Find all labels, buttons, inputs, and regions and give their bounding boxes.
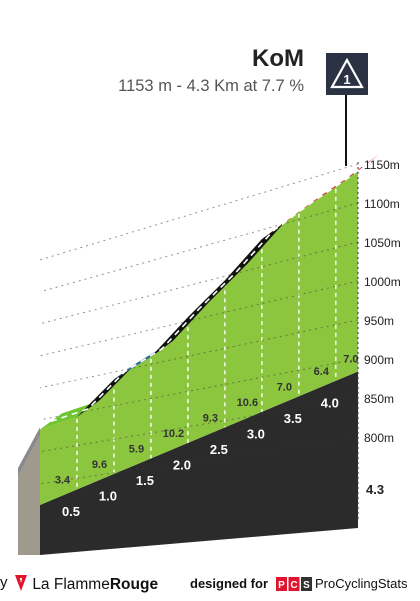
road-segment <box>187 264 247 318</box>
category-badge-number: 1 <box>343 72 350 87</box>
gradient-label: 6.4 <box>314 366 330 378</box>
pcs-logo-icon[interactable]: P C S <box>276 577 312 591</box>
km-marker-label: 2.5 <box>210 442 228 457</box>
pcs-letter-c: C <box>290 580 297 591</box>
gradient-label: 7.0 <box>277 381 292 393</box>
elevation-tick-label: 1000m <box>364 275 401 289</box>
pcs-letter-s: S <box>303 580 310 591</box>
elevation-tick-label: 900m <box>364 353 394 367</box>
elevation-tick-label: 850m <box>364 392 394 406</box>
road-segment <box>40 400 99 430</box>
elevation-tick-label: 950m <box>364 314 394 328</box>
km-marker-label: 1.5 <box>136 473 154 488</box>
km-marker-label: 2.0 <box>173 457 191 472</box>
km-marker-label: 3.5 <box>284 411 302 426</box>
laflammerouge-logo[interactable]: La FlammeRouge <box>14 574 158 594</box>
end-km-label: 4.3 <box>366 482 384 497</box>
km-marker-label: 3.0 <box>247 426 265 441</box>
km-marker-label: 1.0 <box>99 488 117 503</box>
gradient-label: 10.2 <box>163 428 184 440</box>
road-centre-line <box>50 161 370 423</box>
gradient-label: 10.6 <box>237 397 258 409</box>
designed-for-text: designed for <box>190 576 269 591</box>
climb-title: KoM <box>252 45 304 72</box>
profile-side-wall <box>18 435 40 555</box>
gradient-label: 5.9 <box>129 443 144 455</box>
climb-subtitle: 1153 m - 4.3 Km at 7.7 % <box>118 77 304 95</box>
pcs-letter-p: P <box>278 580 285 591</box>
elevation-gridline <box>39 319 359 389</box>
gradient-label: 7.0 <box>343 353 358 365</box>
footer: y La FlammeRouge designed for P C S ProC… <box>0 570 420 598</box>
gradient-label: 9.3 <box>203 412 218 424</box>
brand-bold: Rouge <box>109 576 159 593</box>
gradient-label: 3.4 <box>55 475 71 487</box>
road-segment <box>150 301 210 357</box>
footer-edge-text: y <box>0 574 8 591</box>
brand-regular: La Flamme <box>32 576 110 593</box>
elevation-tick-label: 1050m <box>364 236 401 250</box>
profile-side-top <box>18 427 40 476</box>
flag-logo-icon <box>15 575 27 591</box>
elevation-gridline <box>39 241 359 325</box>
elevation-gridline <box>39 280 359 357</box>
elevation-tick-label: 800m <box>364 431 394 445</box>
elevation-tick-label: 1150m <box>364 158 400 172</box>
profile-base <box>40 371 358 555</box>
gradient-label: 9.6 <box>92 459 107 471</box>
km-marker-label: 4.0 <box>321 395 339 410</box>
elevation-gridline <box>39 163 359 261</box>
pcs-name[interactable]: ProCyclingStats <box>315 576 408 591</box>
elevation-gridline <box>39 202 359 293</box>
profile-face <box>40 169 358 505</box>
mountain-triangle-icon <box>330 57 364 89</box>
elevation-tick-label: 1100m <box>364 197 400 211</box>
road-segment <box>76 363 136 417</box>
km-marker-label: 0.5 <box>62 504 80 519</box>
